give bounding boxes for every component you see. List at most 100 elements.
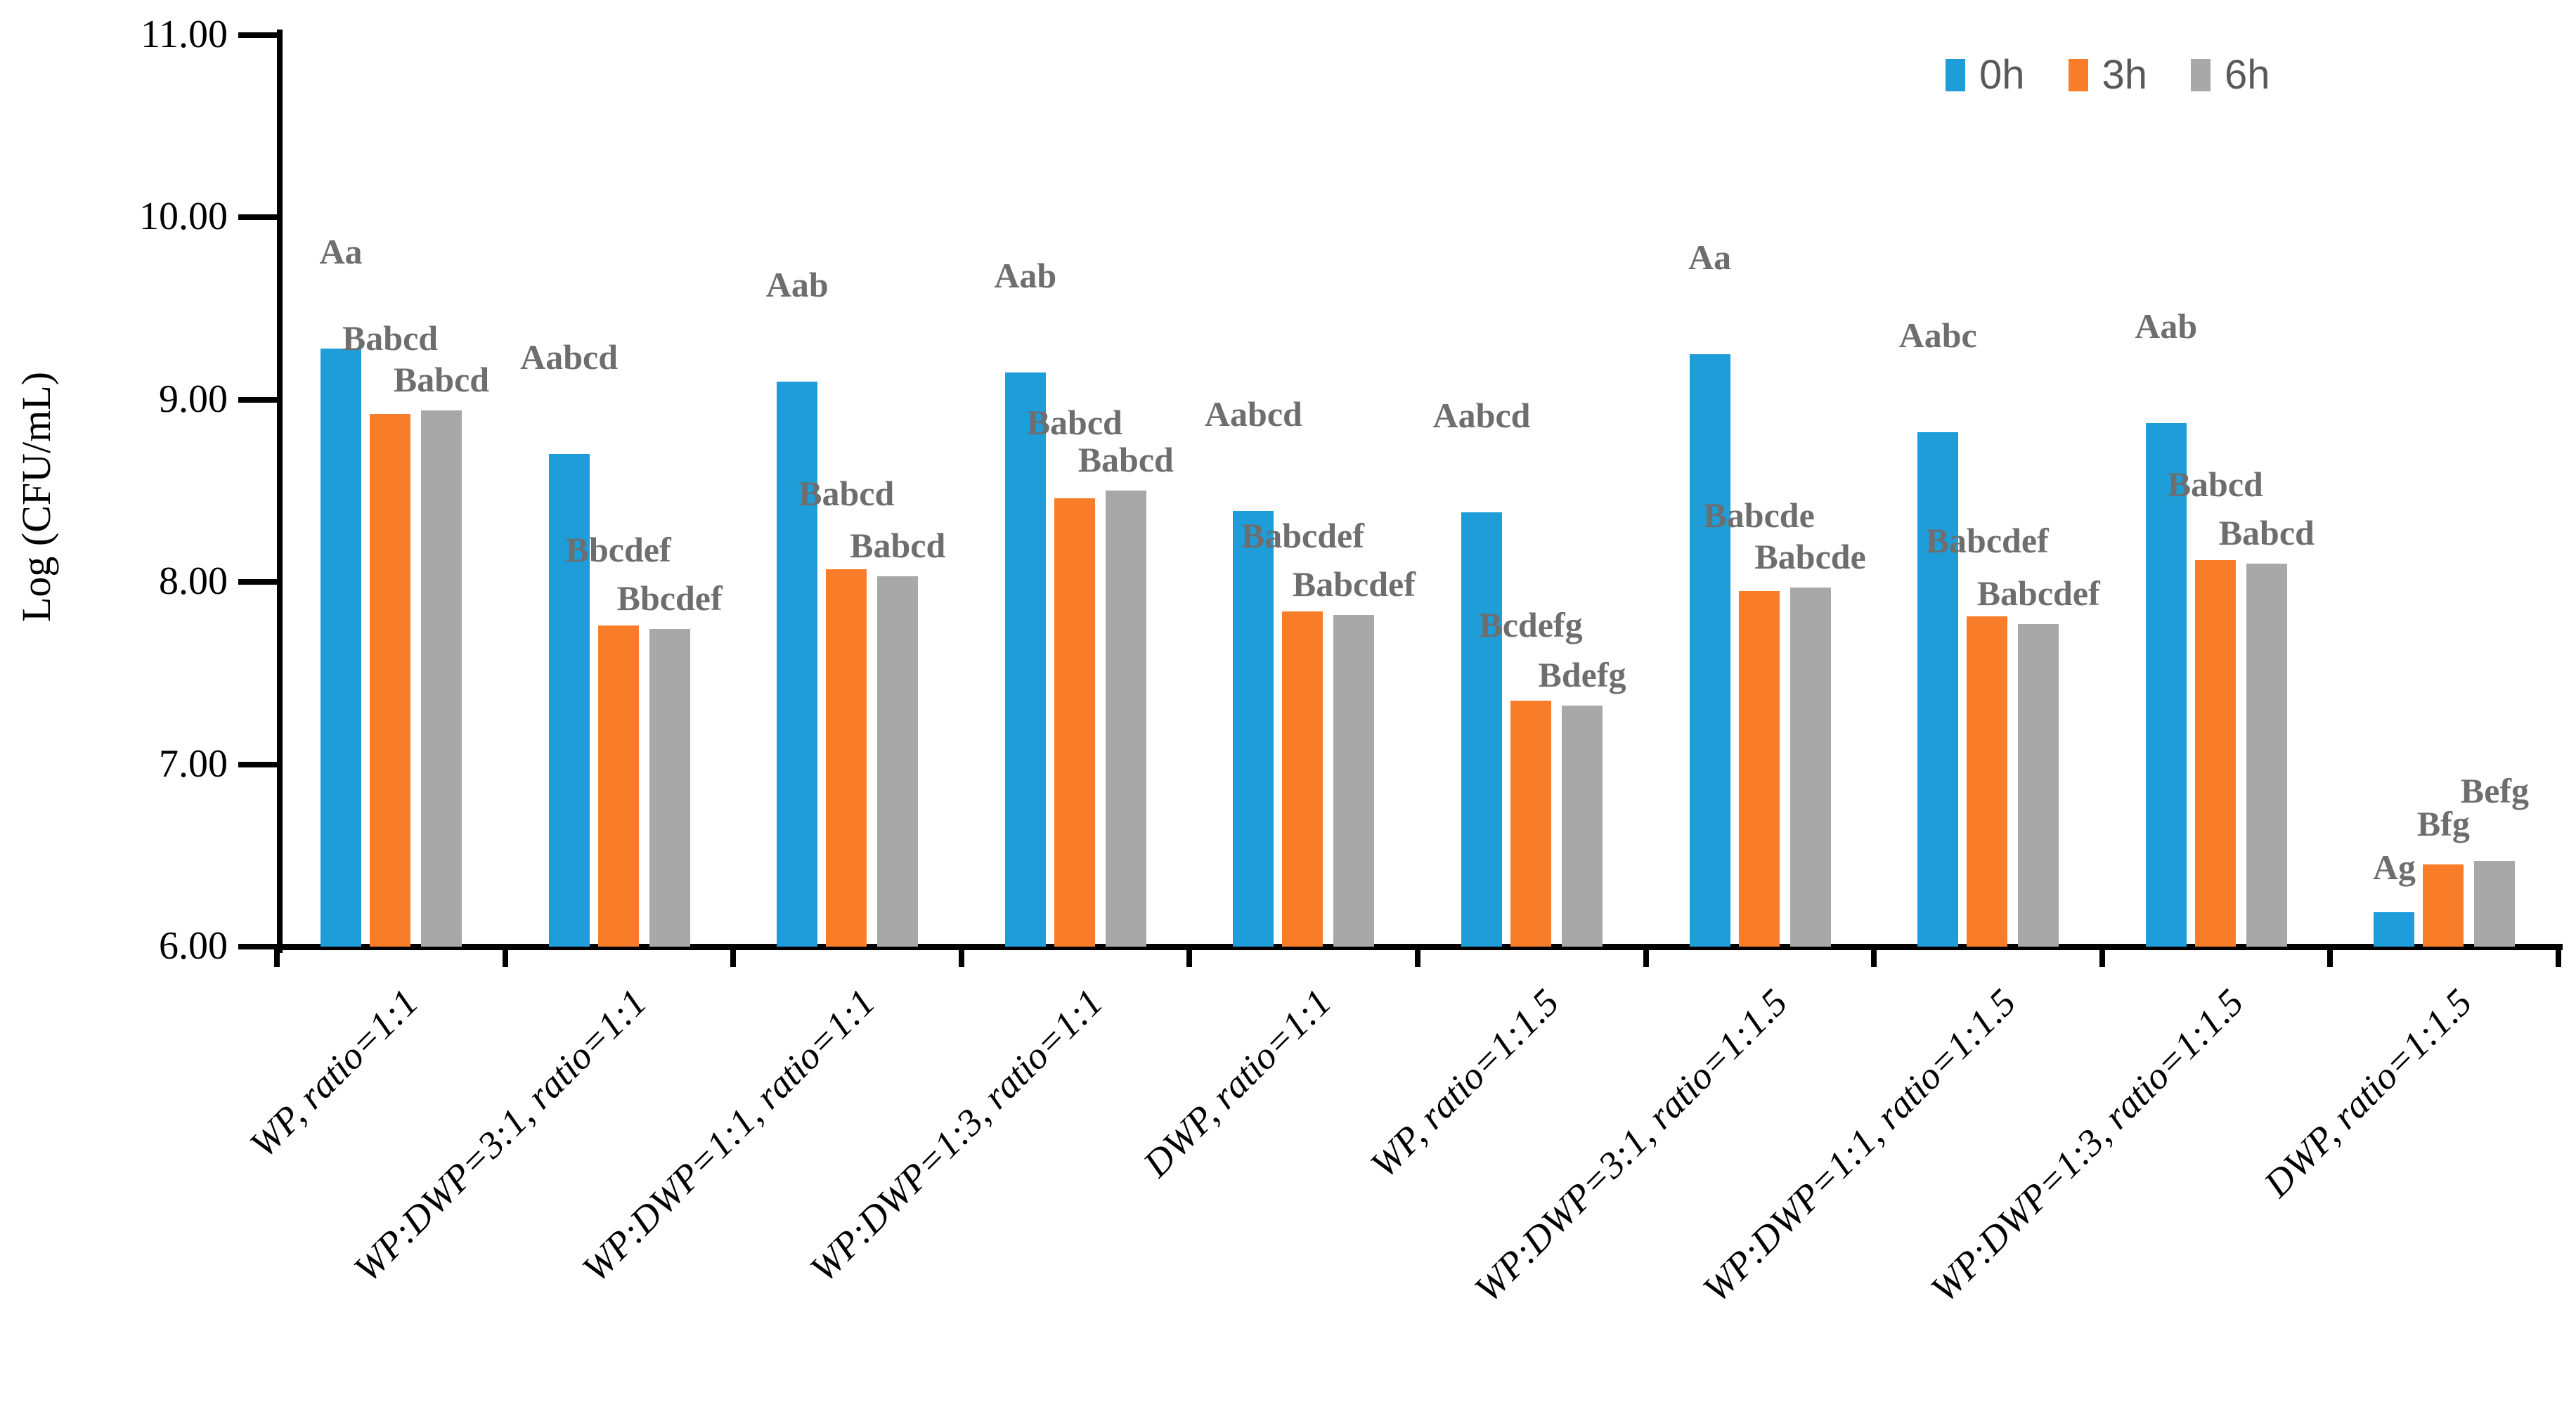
bar-3h [1967,616,2008,947]
bar-significance-label: Babcd [393,360,490,400]
x-tick-mark [730,944,737,967]
bar-6h [2018,623,2059,947]
y-tick-mark [238,396,277,403]
bar-6h [421,410,462,947]
bar-3h [1282,611,1323,947]
y-tick-mark [238,761,277,767]
y-tick-label: 9.00 [159,377,228,421]
bar-0h [1004,372,1046,947]
legend: 0h 3h 6h [1946,55,2270,96]
bar-3h [2423,864,2464,947]
x-tick-mark [2556,944,2561,967]
bar-significance-label: Babcde [1703,495,1815,535]
y-axis-line [277,30,283,953]
legend-label-3h: 3h [2102,52,2148,98]
bar-significance-label: Aa [1688,237,1732,277]
x-tick-mark [1186,944,1193,967]
bar-6h [877,576,919,947]
bar-0h [777,381,818,947]
x-category-label: WP, ratio=1:1 [241,980,427,1166]
y-tick-label: 8.00 [159,559,228,603]
bar-6h [1789,587,1831,947]
y-tick-label: 7.00 [159,741,228,786]
x-tick-mark [1643,944,1649,967]
bar-3h [2194,559,2236,947]
legend-item-6h: 6h [2191,55,2270,96]
bar-significance-label: Babcd [798,473,895,513]
x-category-label: WP:DWP=1:1, ratio=1:1.5 [1694,980,2024,1311]
bar-6h [1105,491,1146,947]
legend-swatch-6h [2191,59,2211,91]
x-tick-mark [274,944,280,967]
y-tick-mark [238,32,277,38]
bar-significance-label: Babcdef [1292,564,1416,604]
x-category-label: DWP, ratio=1:1.5 [2255,980,2480,1205]
bar-3h [1738,590,1780,947]
bar-significance-label: Babcd [850,526,946,566]
bar-significance-label: Ag [2372,847,2416,887]
bar-significance-label: Aab [765,264,829,304]
bar-6h [2246,564,2287,947]
y-tick-mark [238,579,277,585]
bar-6h [649,629,690,947]
legend-label-6h: 6h [2225,52,2270,98]
bar-6h [1333,614,1375,947]
bar-0h [2145,423,2187,947]
x-tick-mark [1415,944,1420,967]
x-category-label: WP:DWP=1:3, ratio=1:1.5 [1922,980,2252,1311]
x-tick-mark [2327,944,2334,967]
bar-significance-label: Bfg [2416,804,2470,844]
bar-significance-label: Babcdef [1925,521,2049,561]
bar-significance-label: Aabcd [1432,396,1531,436]
bar-significance-label: Aabcd [520,337,619,377]
y-tick-label: 11.00 [141,12,228,56]
legend-swatch-3h [2068,59,2088,91]
y-tick-mark [238,214,277,220]
bar-significance-label: Bbcdef [565,530,671,570]
bar-significance-label: Aa [319,231,363,271]
x-category-label: WP:DWP=1:3, ratio=1:1 [801,980,1111,1290]
bar-3h [597,625,639,947]
bar-significance-label: Babcd [1026,402,1122,442]
bar-3h [1054,498,1095,947]
bar-significance-label: Befg [2460,771,2529,811]
x-tick-mark [958,944,964,967]
bar-significance-label: Babcde [1754,536,1866,576]
x-tick-mark [2099,944,2105,967]
bar-0h [1917,432,1959,947]
x-category-label: WP:DWP=3:1, ratio=1:1.5 [1465,980,1796,1311]
x-tick-mark [1871,944,1877,967]
bar-significance-label: Bcdefg [1479,604,1583,644]
bar-significance-label: Aabc [1898,316,1977,356]
bar-significance-label: Bbcdef [616,578,723,618]
legend-item-0h: 0h [1946,55,2025,96]
bar-6h [2474,861,2516,947]
y-tick-label: 10.00 [139,195,228,238]
legend-item-3h: 3h [2068,52,2148,98]
bar-0h [321,348,361,947]
y-axis-title: Log (CFU/mL) [13,371,59,623]
bar-significance-label: Aab [2135,306,2198,346]
bar-0h [548,454,590,947]
legend-label-0h: 0h [1979,52,2025,98]
bar-0h [1689,354,1730,947]
x-category-label: DWP, ratio=1:1 [1134,980,1339,1186]
x-category-label: WP:DWP=1:1, ratio=1:1 [574,980,883,1290]
bar-6h [1562,706,1603,947]
bar-significance-label: Babcd [342,318,439,358]
y-tick-label: 6.00 [159,924,228,968]
bar-3h [370,414,410,947]
x-tick-mark [502,944,508,967]
bar-3h [1510,700,1551,947]
bar-0h [2374,912,2415,947]
bar-significance-label: Bdefg [1538,655,1626,695]
bar-significance-label: Aabcd [1204,394,1302,434]
bar-significance-label: Babcd [2218,513,2315,553]
bar-significance-label: Babcd [2167,464,2263,504]
bar-significance-label: Babcd [1077,440,1174,480]
bar-significance-label: Aab [994,255,1057,295]
x-category-label: WP, ratio=1:1.5 [1362,980,1567,1186]
bar-0h [1233,510,1274,947]
bar-0h [1461,512,1502,947]
